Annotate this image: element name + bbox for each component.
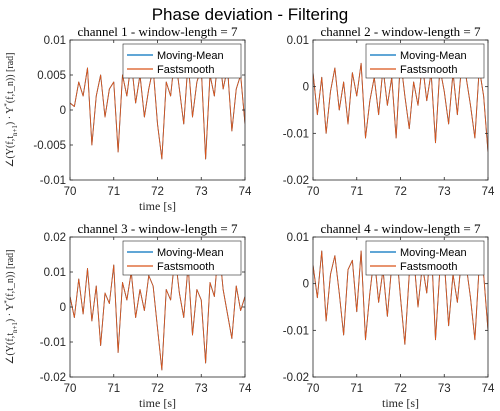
y-tick-label: -0.01 <box>283 128 309 140</box>
panel-1: 70 71 72 73 74 -0.01 -0.005 0 0.005 0.01 channel 1… <box>3 24 252 213</box>
x-tick-label: 72 <box>394 383 407 395</box>
legend-box <box>365 43 485 79</box>
panel-title: channel 4 - window-length = 7 <box>320 221 481 236</box>
y-tick-label: 0 <box>303 82 309 94</box>
x-tick-label: 74 <box>482 383 495 395</box>
legend-label-fastsmooth: Fastsmooth <box>400 261 457 273</box>
x-tick-label: 73 <box>195 383 208 395</box>
panels: 70 71 72 73 74 -0.01 -0.005 0 0.005 0.01 channel 1… <box>3 24 495 410</box>
legend: Moving-Mean Fastsmooth <box>365 240 485 276</box>
x-tick-label: 71 <box>350 383 363 395</box>
legend-label-moving-mean: Moving-Mean <box>157 247 224 259</box>
y-tick-label: -0.01 <box>40 175 66 187</box>
x-tick-label: 72 <box>151 383 164 395</box>
x-axis-label: time [s] <box>382 396 419 410</box>
x-tick-label: 73 <box>438 186 451 198</box>
y-tick-label: 0.01 <box>287 35 309 47</box>
y-axis-label: ∠(Y(f,tn+1) · Y*(f,t_n)) [rad] <box>3 250 19 365</box>
y-tick-label: -0.02 <box>283 175 309 187</box>
legend-label-moving-mean: Moving-Mean <box>400 50 467 62</box>
panel-3: 70 71 72 73 74 -0.02 -0.01 0 0.01 0.02 channel 3 -… <box>3 221 252 410</box>
y-tick-label: 0.01 <box>44 35 66 47</box>
panel-2: 70 71 72 73 74 -0.02 -0.01 0 0.01 channel 2 - win… <box>283 24 495 198</box>
y-axis-label: ∠(Y(f,tn+1) · Y*(f,t_n)) [rad] <box>3 53 19 168</box>
x-tick-label: 73 <box>438 383 451 395</box>
legend-label-moving-mean: Moving-Mean <box>157 50 224 62</box>
x-tick-label: 71 <box>350 186 363 198</box>
y-tick-label: -0.02 <box>283 372 309 384</box>
y-tick-label: 0.02 <box>44 232 66 244</box>
y-tick-label: 0 <box>60 105 66 117</box>
y-tick-label: 0 <box>60 302 66 314</box>
y-tick-label: 0.01 <box>44 267 66 279</box>
x-tick-label: 70 <box>307 186 320 198</box>
legend-box <box>365 240 485 276</box>
series-group <box>70 46 245 160</box>
x-tick-label: 73 <box>195 186 208 198</box>
x-tick-label: 70 <box>64 383 77 395</box>
x-tick-label: 71 <box>107 383 120 395</box>
x-tick-label: 70 <box>64 186 77 198</box>
x-tick-label: 74 <box>239 186 252 198</box>
y-tick-label: 0.01 <box>287 232 309 244</box>
panel-title: channel 3 - window-length = 7 <box>77 221 238 236</box>
x-tick-label: 71 <box>107 186 120 198</box>
legend-box <box>122 240 242 276</box>
series-line-fastsmooth <box>70 46 245 160</box>
legend-label-fastsmooth: Fastsmooth <box>157 64 214 76</box>
series-group <box>313 241 488 345</box>
y-tick-label: -0.01 <box>283 325 309 337</box>
legend-label-fastsmooth: Fastsmooth <box>400 64 457 76</box>
x-axis-label: time [s] <box>139 199 176 213</box>
panel-4: 70 71 72 73 74 -0.02 -0.01 0 0.01 channel 4 - win… <box>283 221 495 410</box>
x-tick-label: 72 <box>151 186 164 198</box>
legend: Moving-Mean Fastsmooth <box>365 43 485 79</box>
y-tick-label: 0 <box>303 279 309 291</box>
legend-label-fastsmooth: Fastsmooth <box>157 261 214 273</box>
panel-title: channel 1 - window-length = 7 <box>77 24 238 39</box>
x-tick-label: 72 <box>394 186 407 198</box>
series-group <box>70 243 245 371</box>
legend: Moving-Mean Fastsmooth <box>122 240 242 276</box>
panel-title: channel 2 - window-length = 7 <box>320 24 481 39</box>
x-tick-label: 70 <box>307 383 320 395</box>
y-tick-label: -0.005 <box>33 140 66 152</box>
x-tick-label: 74 <box>482 186 495 198</box>
series-line-fastsmooth <box>70 243 245 371</box>
x-axis-label: time [s] <box>139 396 176 410</box>
y-tick-label: -0.02 <box>40 372 66 384</box>
x-tick-label: 74 <box>239 383 252 395</box>
y-tick-label: 0.005 <box>37 70 66 82</box>
y-tick-label: -0.01 <box>40 337 66 349</box>
legend-label-moving-mean: Moving-Mean <box>400 247 467 259</box>
series-line-fastsmooth <box>313 241 488 345</box>
figure-title: Phase deviation - Filtering <box>152 5 349 24</box>
legend: Moving-Mean Fastsmooth <box>122 43 242 79</box>
legend-box <box>122 43 242 79</box>
